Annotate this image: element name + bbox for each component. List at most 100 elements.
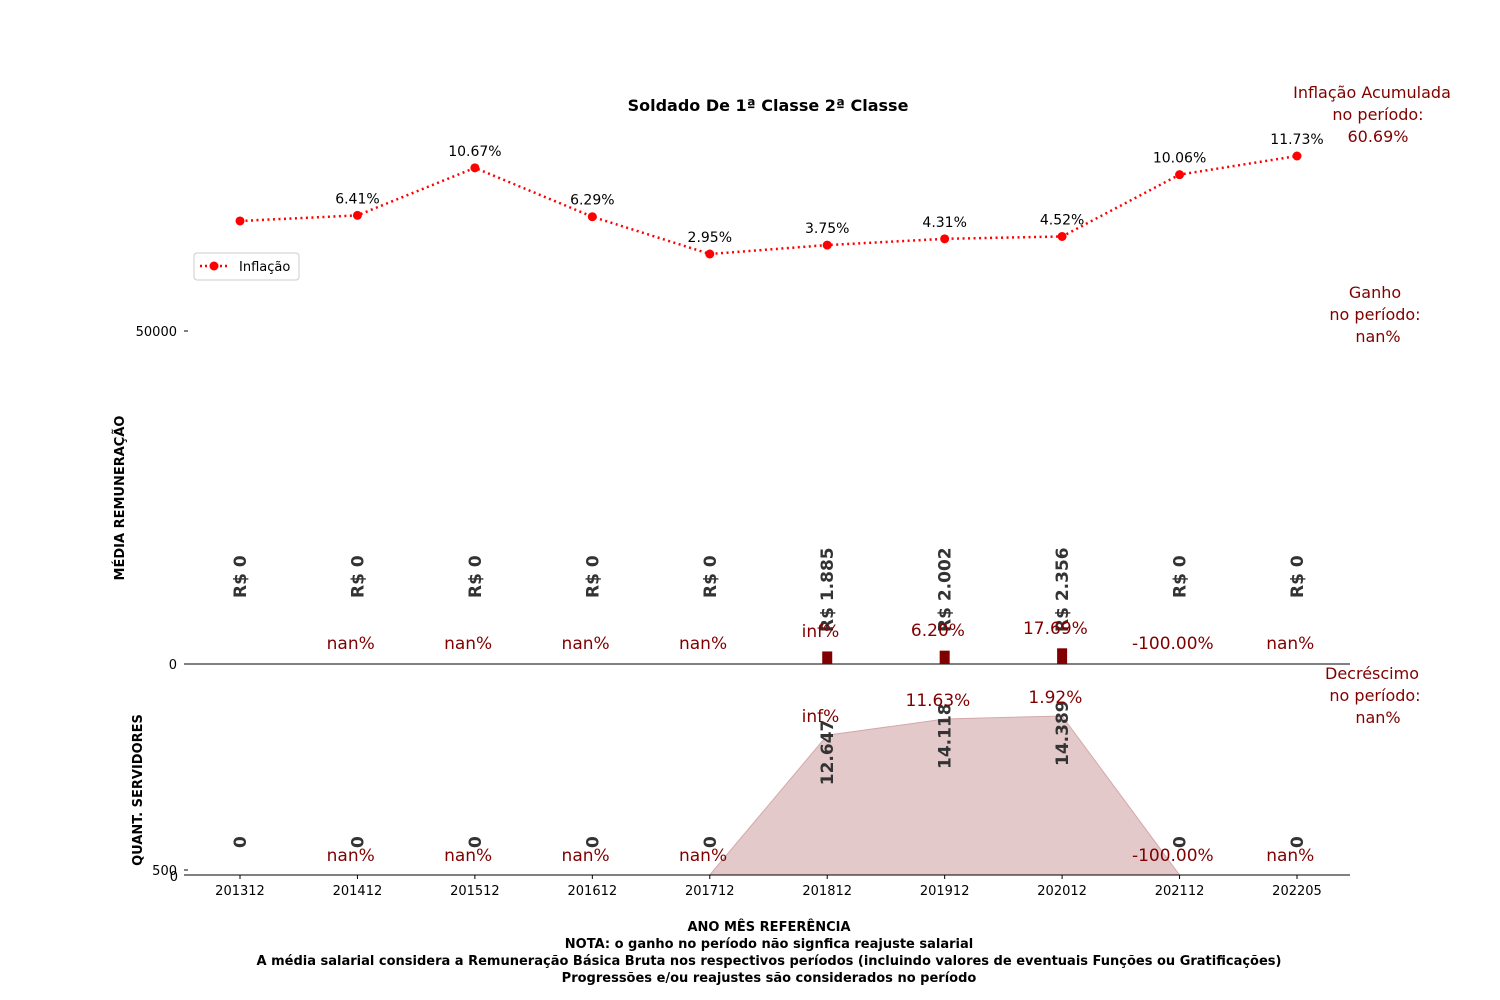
- servers-value-label: 0: [1171, 836, 1191, 848]
- legend-label: Inflação: [239, 260, 290, 275]
- legend-marker: [209, 261, 219, 271]
- decrease-note-line-3: nan%: [1355, 708, 1400, 727]
- inflation-point: [1292, 151, 1302, 161]
- servers-value-label: 0: [583, 836, 603, 848]
- y-tick-label-500: 500: [152, 864, 177, 879]
- remuneration-value-label: R$ 1.885: [818, 547, 838, 632]
- inflation-point-label: 11.73%: [1270, 132, 1323, 148]
- x-tick-label: 202112: [1155, 884, 1205, 899]
- servers-pct-change: 1.92%: [1028, 688, 1082, 708]
- inflation-point-label: 10.67%: [448, 144, 501, 160]
- x-tick-label: 202205: [1272, 884, 1322, 899]
- remuneration-bars: [822, 648, 1068, 664]
- x-ticks: 201312 201412 201512 201612 201712 201812 2019…: [215, 875, 1322, 899]
- footnotes: NOTA: o ganho no período não signfica re…: [257, 937, 1282, 986]
- legend-box: [193, 252, 300, 281]
- x-tick-label: 201712: [685, 884, 735, 899]
- x-tick-label: 201812: [802, 884, 852, 899]
- decrease-note-line-1: Decréscimo: [1325, 664, 1419, 683]
- remuneration-value-label: R$ 0: [231, 555, 251, 598]
- y-tick-label-50000: 50000: [136, 325, 177, 340]
- inflation-point-label: 2.95%: [688, 230, 732, 246]
- inflation-note-line-1: Inflação Acumulada: [1293, 83, 1451, 102]
- inflation-point: [1175, 170, 1185, 180]
- remuneration-pct-change: 17.69%: [1023, 619, 1088, 639]
- remuneration-pct-change: inf%: [802, 622, 840, 642]
- remuneration-pct-change: nan%: [444, 634, 492, 654]
- remuneration-value-label: R$ 0: [1288, 555, 1308, 598]
- inflation-accumulated-note: Inflação Acumulada no período: 60.69%: [1293, 83, 1451, 146]
- servers-pct-change: nan%: [1266, 846, 1314, 866]
- servers-pct-change: nan%: [327, 846, 375, 866]
- inflation-point-label: 6.41%: [335, 191, 379, 207]
- servers-pct-change: 11.63%: [906, 691, 971, 711]
- legend: Inflação: [193, 252, 300, 281]
- remuneration-value-label: R$ 2.356: [1053, 547, 1073, 632]
- remuneration-value-label: R$ 0: [583, 555, 603, 598]
- remuneration-pct-change: nan%: [327, 634, 375, 654]
- remuneration-pct-change: 6.20%: [911, 621, 965, 641]
- inflation-point-label: 4.31%: [922, 215, 966, 231]
- remuneration-value-label: R$ 0: [348, 555, 368, 598]
- gain-note: Ganho no período: nan%: [1329, 283, 1420, 346]
- remuneration-bar: [822, 651, 833, 664]
- remuneration-axis: 50000 0 MÉDIA REMUNERAÇÃO: [112, 325, 1350, 673]
- inflation-point: [470, 163, 480, 173]
- x-tick-label: 201312: [215, 884, 265, 899]
- x-axis: 201312 201412 201512 201612 201712 201812 2019…: [184, 874, 1350, 935]
- inflation-point-label: 4.52%: [1040, 212, 1084, 228]
- gain-note-line-2: no período:: [1329, 305, 1420, 324]
- servers-value-label: 0: [466, 836, 486, 848]
- servers-value-label: 14.389: [1053, 700, 1073, 766]
- x-tick-label: 201512: [450, 884, 500, 899]
- servers-value-label: 0: [231, 836, 251, 848]
- inflation-point-label: 3.75%: [805, 221, 849, 237]
- note-line-1: NOTA: o ganho no período não signfica re…: [565, 937, 973, 952]
- servers-ylabel: QUANT. SERVIDORES: [131, 714, 146, 866]
- gain-note-line-1: Ganho: [1349, 283, 1401, 302]
- remuneration-value-label: R$ 0: [466, 555, 486, 598]
- gain-note-line-3: nan%: [1355, 327, 1400, 346]
- inflation-point: [235, 216, 245, 226]
- note-line-2: A média salarial considera a Remuneração…: [257, 954, 1282, 969]
- remuneration-pct-change: nan%: [562, 634, 610, 654]
- servers-value-label: 14.118: [936, 703, 956, 769]
- servers-pct-change: nan%: [679, 846, 727, 866]
- x-axis-title: ANO MÊS REFERÊNCIA: [687, 919, 850, 935]
- x-tick-label: 201412: [333, 884, 383, 899]
- inflation-point-label: 6.29%: [570, 193, 614, 209]
- remuneration-bar: [939, 650, 950, 664]
- inflation-point-label: 10.06%: [1153, 151, 1206, 167]
- decrease-note: Decréscimo no período: nan%: [1325, 664, 1421, 727]
- inflation-point: [822, 240, 832, 250]
- remuneration-pct-change: nan%: [1266, 634, 1314, 654]
- remuneration-ylabel: MÉDIA REMUNERAÇÃO: [112, 416, 128, 581]
- value-labels: R$ 0 R$ 0 R$ 0 R$ 0 R$ 0 R$ 1.885 R$ 2.002 R$ 2…: [231, 547, 1314, 866]
- remuneration-value-label: R$ 0: [1171, 555, 1191, 598]
- servers-pct-change: nan%: [562, 846, 610, 866]
- remuneration-pct-change: nan%: [679, 634, 727, 654]
- servers-pct-change: -100.00%: [1132, 846, 1214, 866]
- note-line-3: Progressões e/ou reajustes são considera…: [562, 971, 977, 986]
- x-tick-label: 201912: [920, 884, 970, 899]
- decrease-note-line-2: no período:: [1329, 686, 1420, 705]
- y-tick-label-0: 0: [169, 658, 177, 673]
- inflation-point: [1057, 231, 1067, 241]
- remuneration-value-label: R$ 2.002: [936, 547, 956, 632]
- remuneration-bar: [1057, 648, 1068, 664]
- inflation-point: [587, 212, 597, 222]
- inflation-point: [352, 210, 362, 220]
- inflation-note-line-3: 60.69%: [1347, 127, 1408, 146]
- inflation-point: [705, 249, 715, 259]
- servers-value-label: 0: [701, 836, 721, 848]
- servers-value-label: 12.647: [818, 720, 838, 786]
- y-tick-label-servers-0: 0: [170, 870, 178, 885]
- servers-pct-change: nan%: [444, 846, 492, 866]
- servers-value-label: 0: [348, 836, 368, 848]
- x-tick-label: 202012: [1037, 884, 1087, 899]
- inflation-series: 6.41% 10.67% 6.29% 2.95% 3.75% 4.31% 4.52% 10.0…: [235, 132, 1324, 259]
- chart-title: Soldado De 1ª Classe 2ª Classe: [628, 96, 909, 115]
- servers-value-label: 0: [1288, 836, 1308, 848]
- inflation-line: [239, 154, 1298, 256]
